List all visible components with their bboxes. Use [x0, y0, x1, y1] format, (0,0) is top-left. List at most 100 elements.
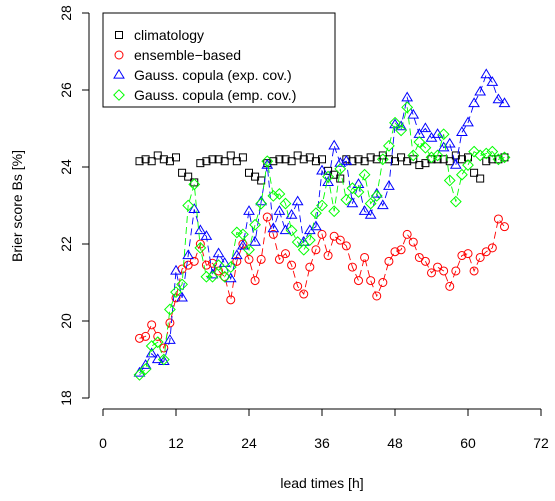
data-point — [346, 197, 359, 208]
data-point — [196, 159, 205, 168]
data-point — [311, 245, 321, 255]
data-point — [480, 68, 493, 79]
data-point — [354, 155, 363, 164]
data-point — [451, 266, 461, 276]
data-point — [287, 157, 296, 166]
data-point — [237, 239, 249, 250]
data-point — [305, 262, 315, 272]
data-point — [297, 243, 310, 256]
data-point — [316, 164, 328, 175]
data-point — [476, 174, 485, 183]
legend-label: Gauss. copula (exp. cov.) — [134, 67, 292, 83]
data-point — [376, 153, 389, 166]
data-point — [475, 252, 485, 262]
data-point — [457, 251, 467, 261]
x-tick-label: 12 — [168, 435, 184, 451]
data-point — [322, 170, 334, 183]
data-point — [492, 93, 505, 104]
data-point — [449, 195, 462, 208]
data-point — [323, 251, 333, 261]
data-point — [135, 333, 144, 343]
data-point — [176, 278, 188, 291]
y-tick-label: 20 — [58, 313, 74, 329]
data-point — [318, 155, 326, 164]
data-point — [224, 261, 237, 274]
data-point — [358, 205, 371, 215]
data-point — [202, 157, 211, 166]
data-point — [384, 155, 393, 164]
data-point — [347, 262, 357, 272]
data-point — [172, 153, 180, 162]
data-point — [364, 197, 377, 210]
data-point — [498, 97, 511, 108]
data-point — [492, 153, 505, 166]
data-point — [358, 168, 371, 181]
data-point — [366, 276, 376, 286]
data-point — [267, 189, 280, 202]
data-point — [279, 224, 292, 235]
data-point — [220, 157, 229, 166]
data-point — [262, 212, 272, 222]
data-point — [378, 278, 388, 287]
data-point — [291, 236, 304, 248]
data-point — [243, 243, 255, 256]
data-point — [249, 218, 261, 231]
data-point — [500, 222, 509, 232]
data-point — [299, 289, 309, 299]
data-point — [218, 270, 231, 283]
data-point — [317, 229, 327, 239]
data-point — [194, 241, 207, 254]
data-point — [413, 136, 426, 148]
data-point — [261, 155, 274, 168]
x-tick-label: 60 — [460, 435, 476, 451]
x-tick-label: 72 — [533, 435, 549, 451]
data-point — [237, 228, 249, 241]
data-point — [402, 229, 412, 239]
data-point — [224, 272, 237, 283]
data-point — [256, 254, 266, 264]
plot-area — [133, 68, 511, 381]
data-point — [457, 155, 466, 164]
data-point — [281, 249, 290, 259]
data-point — [462, 116, 474, 127]
data-point — [151, 336, 164, 349]
data-point — [401, 91, 414, 102]
data-point — [463, 249, 473, 259]
data-point — [249, 235, 261, 246]
legend-label: climatology — [134, 27, 204, 43]
data-point — [212, 259, 225, 272]
data-point — [176, 291, 188, 302]
y-tick-label: 28 — [58, 5, 74, 21]
data-point — [431, 149, 444, 162]
data-point — [188, 178, 201, 191]
data-point — [184, 172, 193, 181]
data-point — [250, 276, 260, 286]
data-point — [443, 174, 456, 187]
data-point — [311, 157, 320, 166]
data-point — [474, 149, 487, 162]
data-point — [230, 249, 243, 260]
data-point — [456, 168, 468, 181]
data-point — [419, 122, 432, 133]
data-point — [214, 266, 224, 276]
data-point — [273, 205, 286, 215]
data-point — [285, 224, 298, 237]
data-point — [395, 120, 407, 131]
data-point — [275, 155, 284, 164]
data-point — [303, 234, 316, 247]
data-point — [335, 235, 345, 245]
data-point — [437, 128, 450, 141]
data-point — [407, 108, 420, 119]
x-axis-label: lead times [h] — [280, 475, 363, 491]
data-point — [164, 303, 176, 316]
data-point — [285, 208, 298, 219]
data-point — [488, 155, 497, 164]
data-point — [360, 252, 370, 262]
data-point — [208, 155, 217, 164]
y-tick-label: 24 — [58, 159, 74, 175]
data-point — [427, 268, 436, 278]
data-point — [200, 270, 213, 283]
data-point — [462, 159, 474, 171]
data-point — [486, 145, 499, 158]
